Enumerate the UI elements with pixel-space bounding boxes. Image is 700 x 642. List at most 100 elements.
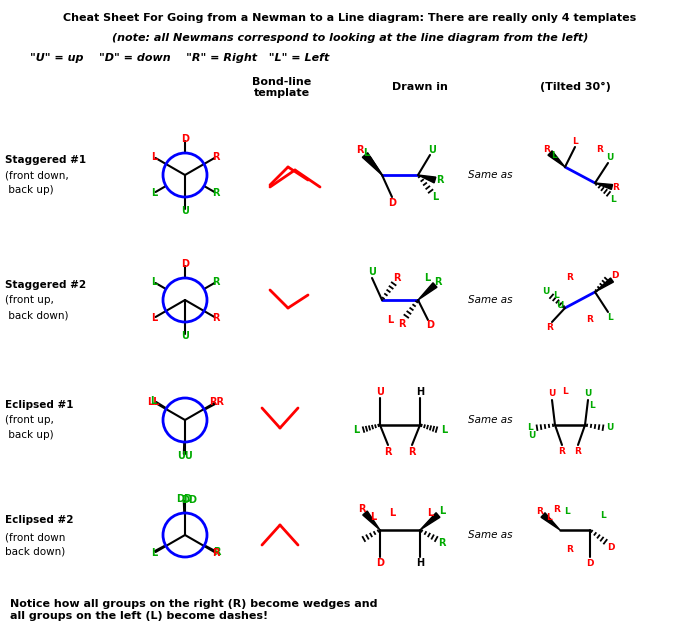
Text: R: R — [554, 505, 561, 514]
Text: R: R — [566, 273, 573, 282]
Text: L: L — [589, 401, 595, 410]
Text: (front up,: (front up, — [5, 295, 54, 305]
Text: L: L — [150, 397, 156, 406]
Text: D: D — [608, 542, 615, 551]
Text: R: R — [612, 182, 620, 191]
Text: "U" = up    "D" = down    "R" = Right   "L" = Left: "U" = up "D" = down "R" = Right "L" = Le… — [30, 53, 330, 63]
Polygon shape — [418, 282, 437, 300]
Text: R: R — [398, 319, 406, 329]
Text: LL: LL — [148, 397, 160, 407]
Text: Staggered #1: Staggered #1 — [5, 155, 86, 165]
Text: Notice how all groups on the right (R) become wedges and
all groups on the left : Notice how all groups on the right (R) b… — [10, 599, 377, 621]
Text: U: U — [542, 288, 550, 297]
Text: R: R — [436, 175, 444, 185]
Text: L: L — [527, 424, 533, 433]
Text: Same as: Same as — [468, 530, 512, 540]
Text: L: L — [150, 548, 157, 558]
Text: back up): back up) — [5, 185, 54, 195]
Text: Eclipsed #1: Eclipsed #1 — [5, 400, 74, 410]
Text: U: U — [548, 390, 556, 399]
Text: L: L — [600, 510, 606, 519]
Text: U: U — [428, 145, 436, 155]
Text: L: L — [572, 137, 578, 146]
Text: R: R — [587, 315, 594, 324]
Text: L: L — [363, 148, 369, 158]
Text: Same as: Same as — [468, 170, 512, 180]
Text: R: R — [438, 538, 446, 548]
Text: Drawn in: Drawn in — [392, 82, 448, 92]
Text: L: L — [610, 195, 616, 204]
Text: L: L — [387, 315, 393, 325]
Text: Same as: Same as — [468, 295, 512, 305]
Text: D: D — [376, 558, 384, 568]
Text: R: R — [393, 273, 400, 283]
Text: R: R — [575, 447, 582, 456]
Text: back up): back up) — [5, 430, 54, 440]
Text: L: L — [564, 507, 570, 516]
Text: R: R — [408, 447, 416, 457]
Text: (front down,: (front down, — [5, 170, 69, 180]
Text: back down): back down) — [5, 310, 69, 320]
Text: R: R — [559, 447, 566, 456]
Text: R: R — [212, 548, 220, 558]
Text: D: D — [181, 259, 189, 269]
Text: Bond-line: Bond-line — [253, 77, 312, 87]
Text: L: L — [150, 188, 157, 198]
Text: L: L — [562, 388, 568, 397]
Text: L: L — [353, 425, 359, 435]
Text: DD: DD — [181, 495, 197, 505]
Text: R: R — [213, 547, 220, 557]
Text: L: L — [427, 508, 433, 518]
Polygon shape — [418, 175, 436, 183]
Text: R: R — [434, 277, 442, 287]
Text: R: R — [212, 188, 220, 198]
Text: R: R — [356, 145, 364, 155]
Text: U: U — [584, 390, 592, 399]
Text: (front up,: (front up, — [5, 415, 54, 425]
Text: UU: UU — [177, 451, 193, 461]
Text: L: L — [546, 512, 552, 521]
Text: L: L — [432, 192, 438, 202]
Polygon shape — [548, 151, 565, 167]
Text: R: R — [358, 504, 365, 514]
Text: U: U — [181, 206, 189, 216]
Text: L: L — [370, 512, 376, 522]
Text: U: U — [376, 387, 384, 397]
Text: U: U — [181, 331, 189, 341]
Polygon shape — [363, 153, 382, 175]
Text: Eclipsed #2: Eclipsed #2 — [5, 515, 74, 525]
Text: back down): back down) — [5, 547, 65, 557]
Text: R: R — [212, 152, 220, 162]
Text: L: L — [150, 277, 157, 287]
Text: D: D — [181, 134, 189, 144]
Text: (Tilted 30°): (Tilted 30°) — [540, 82, 610, 92]
Text: L: L — [439, 506, 445, 516]
Text: Staggered #2: Staggered #2 — [5, 280, 86, 290]
Text: Cheat Sheet For Going from a Newman to a Line diagram: There are really only 4 t: Cheat Sheet For Going from a Newman to a… — [64, 13, 636, 23]
Text: D: D — [587, 559, 594, 568]
Polygon shape — [420, 513, 440, 530]
Text: DD: DD — [176, 494, 192, 504]
Text: R: R — [537, 507, 543, 516]
Text: D: D — [611, 272, 619, 281]
Text: R: R — [547, 324, 554, 333]
Text: R: R — [566, 546, 573, 555]
Polygon shape — [595, 278, 613, 292]
Text: U: U — [368, 267, 376, 277]
Polygon shape — [541, 513, 560, 530]
Polygon shape — [595, 183, 612, 189]
Text: U: U — [606, 153, 614, 162]
Text: U: U — [606, 424, 614, 433]
Text: H: H — [416, 558, 424, 568]
Text: L: L — [424, 273, 430, 283]
Text: R: R — [384, 447, 392, 457]
Text: D: D — [426, 320, 434, 330]
Text: D: D — [388, 198, 396, 208]
Text: R: R — [212, 277, 220, 287]
Text: U: U — [556, 300, 564, 309]
Text: L: L — [551, 150, 557, 159]
Text: L: L — [150, 313, 157, 323]
Text: template: template — [254, 88, 310, 98]
Text: (front down: (front down — [5, 532, 65, 542]
Text: L: L — [441, 425, 447, 435]
